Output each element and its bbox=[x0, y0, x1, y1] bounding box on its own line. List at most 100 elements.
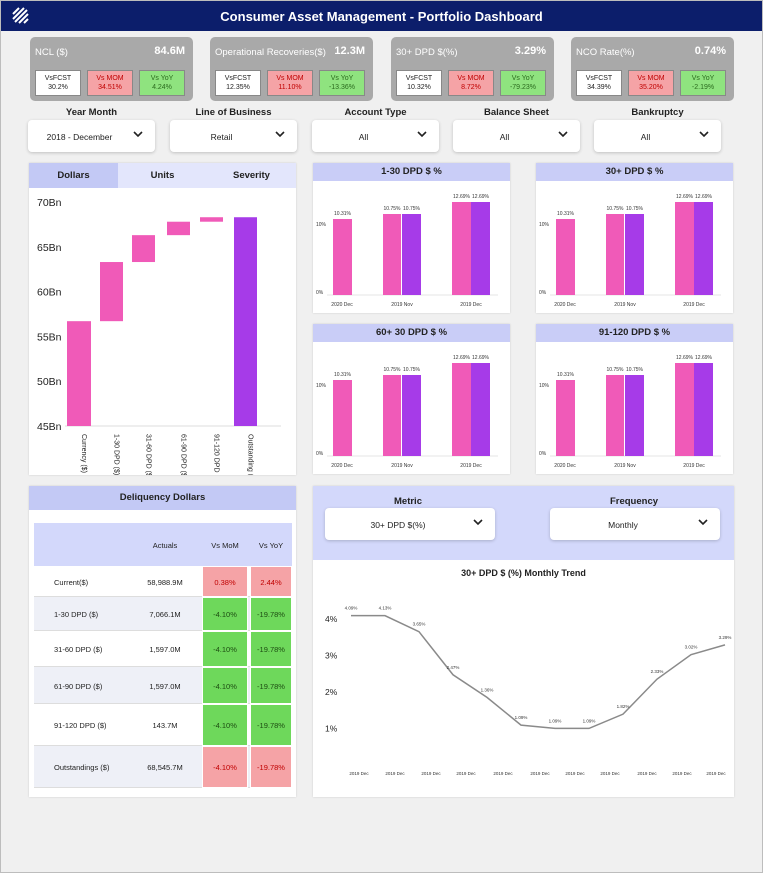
trend-x-tick: 2019 Dec bbox=[706, 771, 726, 776]
table-row bbox=[34, 566, 292, 597]
filter-value: 2018 - December bbox=[46, 132, 113, 142]
kpi-mom: Vs MOM 8.72% bbox=[448, 70, 494, 96]
bar-chart-data-label: 10.75% bbox=[626, 367, 644, 373]
row-yoy: -19.78% bbox=[257, 610, 285, 619]
trend-line bbox=[351, 614, 726, 730]
row-yoy: 2.44% bbox=[260, 577, 282, 587]
kpi-vsfcst: VsFCST 10.32% bbox=[396, 70, 442, 96]
kpi-yoy: Vs YoY -13.36% bbox=[319, 70, 365, 96]
bar-chart-bar bbox=[694, 363, 713, 456]
trend-x-tick: 2019 Dec bbox=[349, 771, 369, 776]
row-name: Current($) bbox=[54, 577, 89, 587]
tab-units[interactable]: Units bbox=[118, 163, 207, 188]
mom-cell bbox=[202, 746, 248, 788]
waterfall-y-tick: 70Bn bbox=[37, 197, 62, 209]
chevron-down-icon bbox=[558, 131, 568, 138]
delinquency-title: Deliquency Dollars bbox=[29, 486, 296, 510]
bar-chart-data-label: 10.75% bbox=[403, 206, 421, 212]
bar-chart-bar bbox=[606, 214, 624, 295]
kpi-mom-value: 34.51% bbox=[98, 84, 122, 91]
kpi-yoy-value: -2.19% bbox=[691, 84, 715, 91]
trend-data-label: 2.33% bbox=[651, 669, 664, 674]
bar-chart-x-label: 2019 Dec bbox=[460, 463, 482, 469]
bar-chart-y-tick: 0% bbox=[316, 290, 324, 296]
bar-chart-title: 30+ DPD $ % bbox=[536, 163, 733, 181]
bar-chart: 10% 0% 10.31% 10.75% 10.75% 12.69% 12.69% 2020 … bbox=[316, 355, 498, 469]
filter-select[interactable]: Retail bbox=[170, 120, 297, 152]
metric-select[interactable]: 30+ DPD $(%) bbox=[325, 508, 495, 540]
tab-severity[interactable]: Severity bbox=[207, 163, 296, 188]
bar-chart-x-label: 2020 Dec bbox=[331, 302, 353, 308]
trend-x-tick: 2019 Dec bbox=[493, 771, 513, 776]
logo-icon bbox=[11, 6, 31, 26]
kpi-mom: Vs MOM 34.51% bbox=[87, 70, 133, 96]
kpi-card: NCL ($) 84.6M VsFCST 30.2% Vs MOM 34.51% Vs Yo… bbox=[30, 37, 193, 101]
kpi-card: 30+ DPD $(%) 3.29% VsFCST 10.32% Vs MOM 8.72%… bbox=[391, 37, 554, 101]
bar-chart-x-label: 2019 Dec bbox=[460, 302, 482, 308]
row-actual: 143.7M bbox=[152, 721, 178, 730]
filter-value: All bbox=[358, 132, 369, 142]
waterfall-bar bbox=[132, 235, 155, 263]
row-mom: -4.10% bbox=[213, 763, 237, 772]
tab-dollars[interactable]: Dollars bbox=[29, 163, 118, 188]
bar-chart: 10% 0% 10.31% 10.75% 10.75% 12.69% 12.69% 2020 … bbox=[316, 194, 498, 308]
bar-chart-x-label: 2020 Dec bbox=[554, 463, 576, 469]
trend-data-label: 3.65% bbox=[413, 622, 426, 627]
bar-chart-y-tick: 10% bbox=[316, 383, 327, 389]
trend-x-tick: 2019 Dec bbox=[530, 771, 550, 776]
waterfall-y-tick: 65Bn bbox=[37, 242, 62, 254]
kpi-mom-label: Vs MOM bbox=[96, 75, 124, 82]
kpi-mom-label: Vs MOM bbox=[457, 75, 485, 82]
bar-chart-x-label: 2020 Dec bbox=[554, 302, 576, 308]
bar-chart-data-label: 10.31% bbox=[557, 372, 575, 378]
kpi-mom-label: Vs MOM bbox=[637, 75, 665, 82]
bar-chart-bar bbox=[675, 202, 694, 295]
kpi-yoy-label: Vs YoY bbox=[511, 75, 535, 82]
waterfall-x-label: Currency ($) bbox=[80, 434, 87, 473]
bar-chart-x-label: 2019 Nov bbox=[391, 302, 413, 308]
filter-select[interactable]: 2018 - December bbox=[28, 120, 155, 152]
trend-data-label: 3.02% bbox=[685, 645, 698, 650]
trend-chart: 4% 3% 2% 1% 4.09% 4.13% 3.65% 2.47% 1.36% 1.09% 1.… bbox=[325, 606, 731, 776]
frequency-select[interactable]: Monthly bbox=[550, 508, 720, 540]
yoy-cell bbox=[250, 746, 292, 788]
waterfall-y-tick: 45Bn bbox=[37, 421, 62, 433]
kpi-yoy-value: -13.36% bbox=[328, 84, 356, 91]
bar-chart-bar bbox=[402, 214, 421, 295]
trend-title: 30+ DPD $ (%) Monthly Trend bbox=[461, 568, 586, 578]
row-actual: 1,597.0M bbox=[149, 645, 181, 654]
filter-value: All bbox=[640, 132, 651, 142]
kpi-vsfcst-label: VsFCST bbox=[224, 75, 252, 82]
filter-value: All bbox=[499, 132, 510, 142]
kpi-label: 30+ DPD $(%) bbox=[396, 47, 458, 58]
bar-chart-data-label: 10.75% bbox=[384, 367, 402, 373]
bar-chart-bar bbox=[625, 375, 644, 456]
filter-select[interactable]: All bbox=[312, 120, 439, 152]
trend-y-tick: 3% bbox=[325, 650, 338, 660]
bar-chart-y-tick: 10% bbox=[316, 222, 327, 228]
bar-chart-bar bbox=[556, 380, 575, 456]
waterfall-y-tick: 60Bn bbox=[37, 287, 62, 299]
waterfall-chart: 70Bn 65Bn 60Bn 55Bn 50Bn 45Bn Currency ($) 1-30… bbox=[37, 197, 281, 475]
kpi-mom-value: 35.20% bbox=[639, 84, 663, 91]
bar-chart-x-label: 2019 Nov bbox=[391, 463, 413, 469]
table-header bbox=[34, 523, 292, 566]
row-yoy: -19.78% bbox=[257, 681, 285, 691]
kpi-mom-label: Vs MOM bbox=[276, 75, 304, 82]
filter-label: Balance Sheet bbox=[484, 107, 549, 118]
kpi-value: 12.3M bbox=[334, 45, 365, 57]
filter-select[interactable]: All bbox=[453, 120, 580, 152]
trend-x-tick: 2019 Dec bbox=[421, 771, 441, 776]
kpi-yoy-label: Vs YoY bbox=[330, 75, 354, 82]
trend-data-label: 1.09% bbox=[583, 718, 596, 723]
kpi-mom-value: 11.10% bbox=[278, 84, 302, 91]
bar-chart-title: 60+ 30 DPD $ % bbox=[313, 324, 510, 342]
filter-label: Account Type bbox=[344, 107, 407, 118]
filter-select[interactable]: All bbox=[594, 120, 721, 152]
bar-chart-bar bbox=[402, 375, 421, 456]
bar-chart: 10% 0% 10.31% 10.75% 10.75% 12.69% 12.69% 2020 … bbox=[539, 194, 721, 308]
table-header-cell: Vs YoY bbox=[258, 541, 284, 550]
trend-x-tick: 2019 Dec bbox=[600, 771, 620, 776]
row-name: 61-90 DPD ($) bbox=[54, 681, 103, 691]
kpi-yoy-label: Vs YoY bbox=[150, 75, 174, 82]
